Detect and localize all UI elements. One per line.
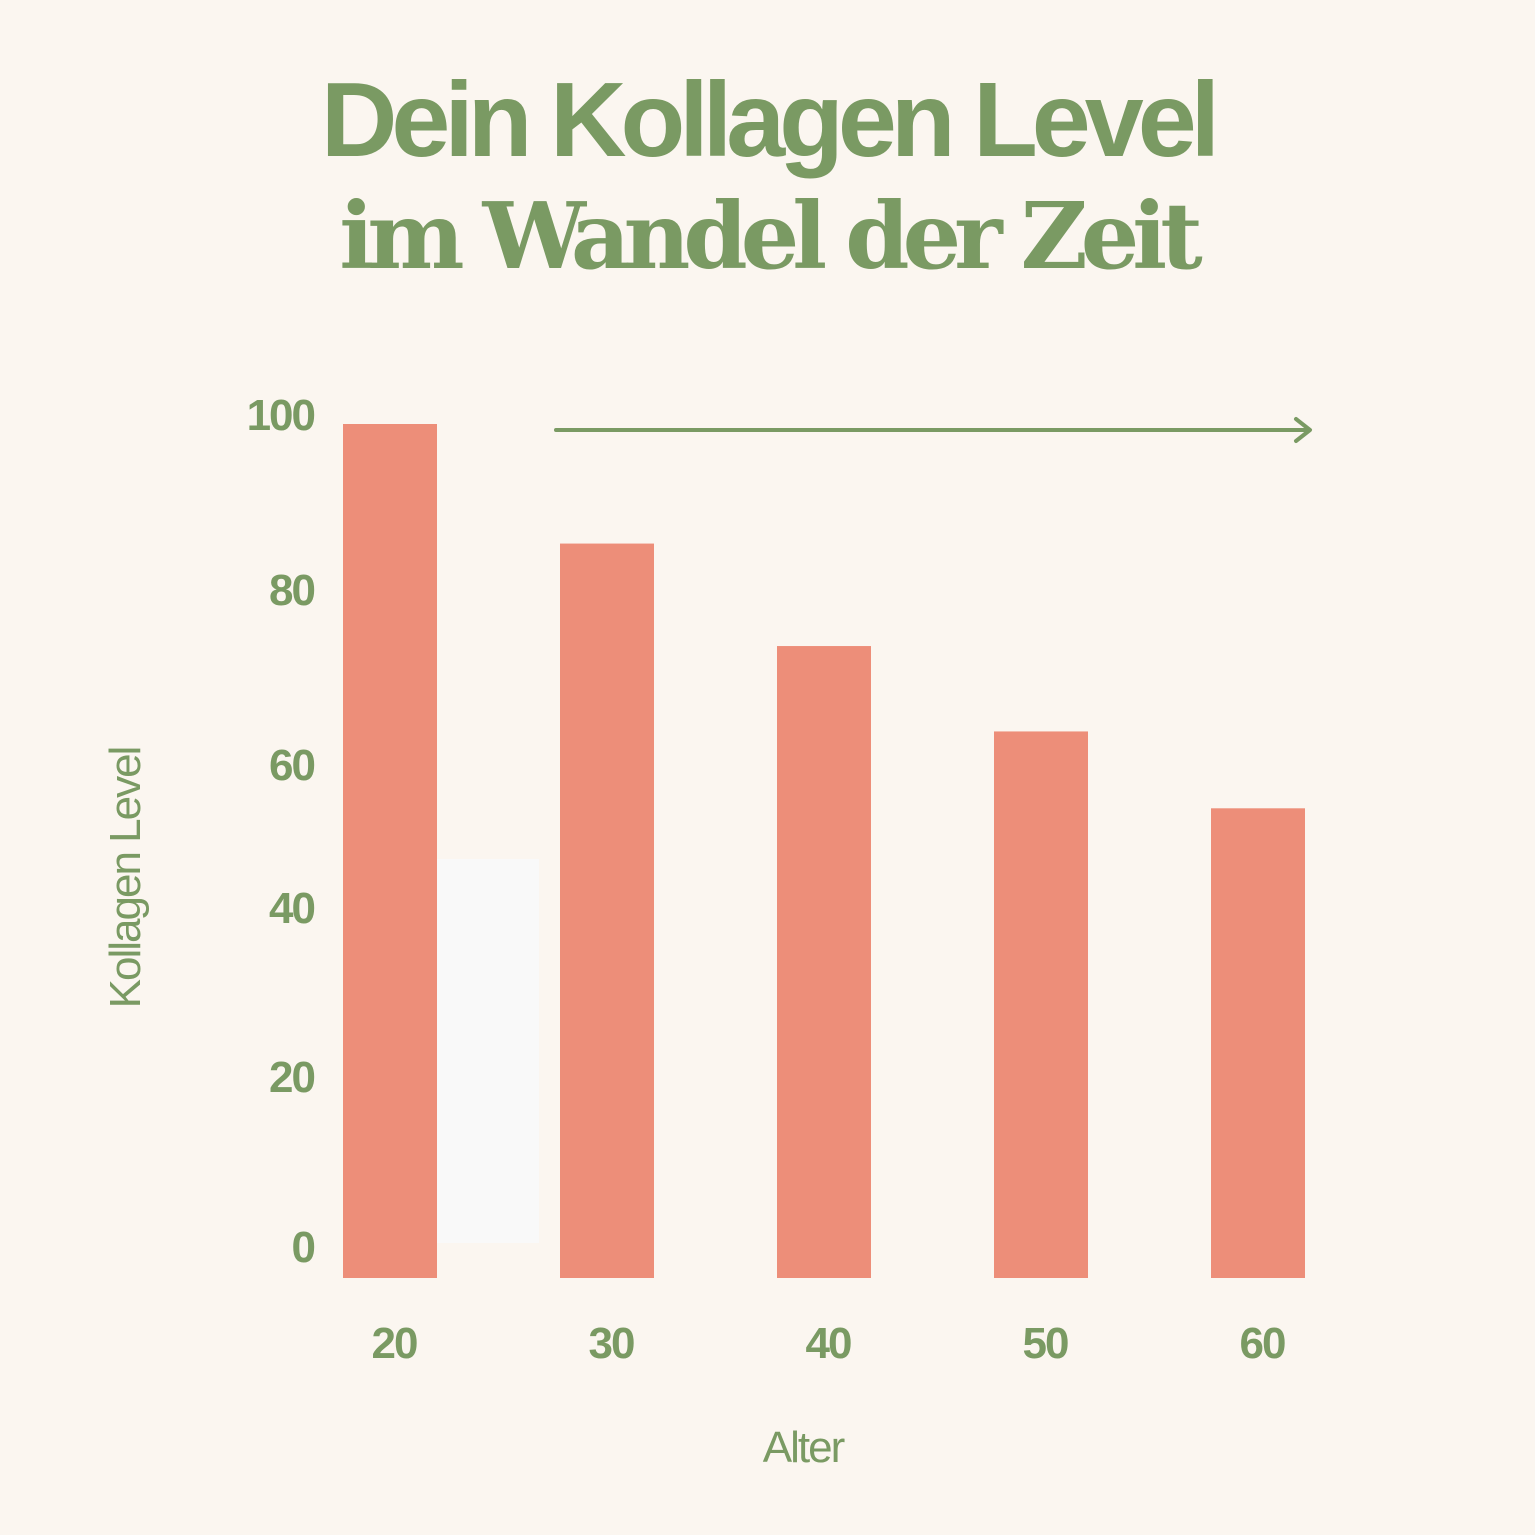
chart-title-line-1: Dein Kollagen Level bbox=[320, 61, 1220, 179]
y-tick-label: 0 bbox=[292, 1223, 315, 1272]
y-tick-label: 20 bbox=[269, 1053, 314, 1102]
bars-group bbox=[343, 424, 1305, 1278]
x-tick-label: 40 bbox=[806, 1319, 851, 1368]
x-tick-label: 30 bbox=[589, 1319, 634, 1368]
x-tick-label: 50 bbox=[1023, 1319, 1068, 1368]
bar-40 bbox=[777, 646, 871, 1278]
y-axis-title: Kollagen Level bbox=[101, 748, 150, 1009]
y-axis-ticks: 100 80 60 40 20 0 bbox=[247, 391, 317, 1272]
bar-20 bbox=[343, 424, 437, 1278]
trend-arrow-head bbox=[1294, 417, 1312, 443]
bar-50 bbox=[994, 731, 1088, 1278]
x-axis-title: Alter bbox=[763, 1423, 845, 1472]
ghost-bar bbox=[437, 859, 539, 1243]
bar-30 bbox=[560, 543, 654, 1278]
y-tick-label: 100 bbox=[247, 391, 315, 440]
bar-60 bbox=[1211, 808, 1305, 1278]
x-tick-label: 60 bbox=[1240, 1319, 1285, 1368]
y-tick-label: 80 bbox=[269, 566, 314, 615]
x-tick-label: 20 bbox=[372, 1319, 417, 1368]
trend-arrow bbox=[554, 417, 1312, 443]
chart-title-line-2: im Wandel der Zeit bbox=[339, 182, 1203, 290]
y-tick-label: 40 bbox=[269, 884, 314, 933]
y-tick-label: 60 bbox=[269, 741, 314, 790]
x-axis-ticks: 20 30 40 50 60 bbox=[372, 1319, 1287, 1368]
